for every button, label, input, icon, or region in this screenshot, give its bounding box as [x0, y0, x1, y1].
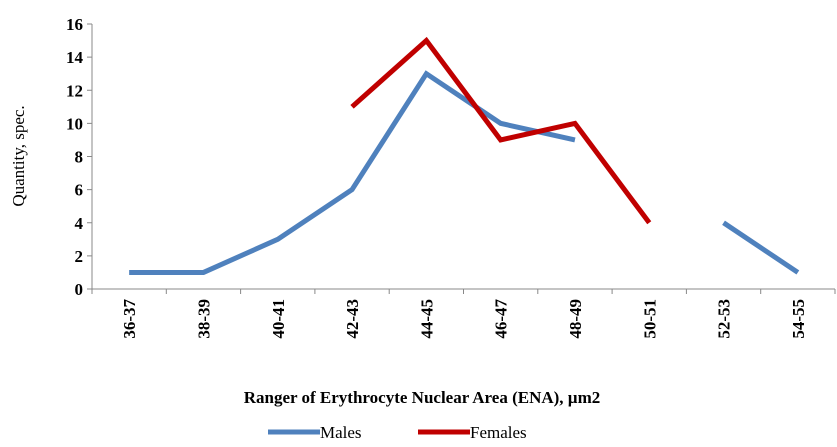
x-tick-label: 44-45 — [417, 299, 436, 339]
y-tick-label: 16 — [66, 15, 83, 34]
y-tick-label: 8 — [75, 148, 84, 167]
x-tick-label: 46-47 — [492, 299, 511, 339]
y-tick-label: 0 — [75, 280, 84, 299]
y-tick-label: 14 — [66, 48, 84, 67]
legend-label: Females — [470, 423, 527, 442]
y-tick-label: 10 — [66, 114, 83, 133]
y-tick-label: 6 — [75, 181, 84, 200]
y-tick-label: 2 — [75, 247, 84, 266]
x-tick-label: 50-51 — [640, 299, 659, 339]
series-line — [350, 36, 652, 225]
series-line — [129, 70, 576, 275]
x-tick-label: 54-55 — [789, 299, 808, 339]
x-axis-title: Ranger of Erythrocyte Nuclear Area (ENA)… — [244, 388, 601, 407]
y-tick-label: 12 — [66, 81, 83, 100]
series-line — [722, 220, 800, 275]
x-tick-label: 36-37 — [120, 299, 139, 339]
x-tick-label: 38-39 — [194, 299, 213, 339]
legend-label: Males — [320, 423, 362, 442]
x-tick-label: 48-49 — [566, 299, 585, 339]
x-tick-label: 42-43 — [343, 299, 362, 339]
y-tick-label: 4 — [75, 214, 84, 233]
x-tick-label: 40-41 — [269, 299, 288, 339]
y-axis-title: Quantity, spec. — [9, 105, 28, 206]
x-tick-label: 52-53 — [715, 299, 734, 339]
